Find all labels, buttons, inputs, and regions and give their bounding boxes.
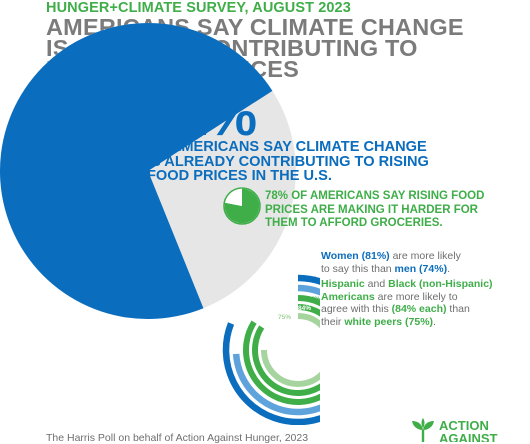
- radial-bar-label-5: 75%: [278, 314, 291, 321]
- caption-line: PRICES ARE MAKING IT HARDER FOR: [265, 203, 478, 216]
- leaf-icon: [412, 418, 434, 442]
- note-text: to say this than: [321, 262, 395, 275]
- note-line: Americans are more likely to: [321, 291, 526, 304]
- radial-bar-4: [252, 304, 320, 396]
- secondary-stat-caption: 78% OF AMERICANS SAY RISING FOOD PRICES …: [265, 190, 495, 231]
- logo-text: ACTION AGAINST: [439, 419, 498, 442]
- main-stat-caption: OF AMERICANS SAY CLIMATE CHANGE IS ALREA…: [147, 140, 437, 184]
- note-text: are more likely: [389, 250, 461, 262]
- radial-bar-label-3: 84%: [307, 296, 320, 303]
- logo-line: ACTION: [439, 418, 489, 433]
- note-text: agree with this: [321, 303, 392, 315]
- note-text: and: [364, 278, 389, 290]
- source-footer: The Harris Poll on behalf of Action Agai…: [46, 432, 309, 444]
- black-term: Black (non-Hispanic): [388, 278, 493, 290]
- radial-bar-3: [243, 295, 320, 405]
- survey-kicker: HUNGER+CLIMATE SURVEY, AUGUST 2023: [46, 0, 351, 16]
- pie-slice-remainder: [225, 188, 242, 206]
- caption-line: IS ALREADY CONTRIBUTING TO RISING: [147, 153, 429, 170]
- radial-bar-label-4: 84%: [298, 305, 311, 312]
- radial-bar-2: [232, 284, 320, 416]
- radial-bar-5: [261, 313, 320, 387]
- caption-line: FOOD PRICES IN THE U.S.: [147, 168, 332, 184]
- radial-bar-label-1: 81%: [304, 276, 317, 283]
- pie-slice-share: [224, 188, 260, 224]
- note-line: Hispanic and Black (non-Hispanic): [321, 278, 526, 291]
- women-term: Women (81%): [321, 250, 390, 262]
- note-line: Women (81%) are more likely: [321, 250, 526, 263]
- pie-slice-share: [0, 23, 273, 320]
- americans-term: Americans: [321, 290, 375, 303]
- note-text: are more likely to: [374, 290, 458, 303]
- white-term: white peers (75%): [344, 315, 434, 328]
- men-term: men (74%): [394, 262, 448, 275]
- each-term: (84% each): [391, 303, 447, 315]
- note-line: their white peers (75%).: [321, 316, 526, 329]
- secondary-pie-chart: [223, 187, 261, 225]
- caption-line: OF AMERICANS SAY CLIMATE CHANGE: [147, 139, 427, 155]
- caption-line: THEM TO AFFORD GROCERIES.: [265, 217, 443, 229]
- action-against-hunger-logo[interactable]: ACTION AGAINST: [410, 418, 530, 442]
- note-text: .: [447, 262, 450, 275]
- note-line: to say this than men (74%).: [321, 263, 526, 276]
- note-text: than: [446, 303, 470, 315]
- race-note: Hispanic and Black (non-Hispanic) Americ…: [321, 278, 526, 328]
- gender-note: Women (81%) are more likely to say this …: [321, 250, 526, 275]
- radial-bar-label-2: 74%: [278, 286, 291, 293]
- hispanic-term: Hispanic: [321, 278, 365, 290]
- main-stat-percent: 72%: [147, 84, 257, 147]
- note-text: their: [321, 315, 345, 328]
- caption-line: 78% OF AMERICANS SAY RISING FOOD: [265, 190, 485, 202]
- logo-line: AGAINST: [439, 431, 498, 442]
- note-text: .: [433, 315, 436, 328]
- radial-bar-1: [222, 274, 320, 425]
- note-line: agree with this (84% each) than: [321, 303, 526, 316]
- radial-bar-chart: 81% 74% 84% 84% 75%: [222, 274, 320, 425]
